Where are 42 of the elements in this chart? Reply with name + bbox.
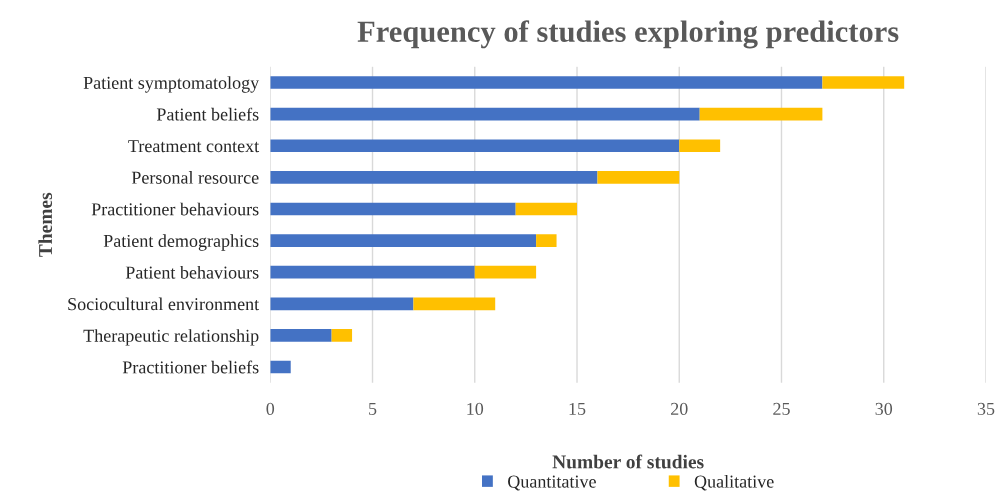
bar: [536, 234, 557, 247]
x-axis-title: Number of studies: [552, 454, 704, 469]
x-tick-label: 25: [773, 402, 790, 415]
bar: [270, 139, 680, 153]
y-tick-label: Practitioner behaviours: [91, 202, 259, 216]
x-tick-label: 0: [266, 402, 275, 415]
x-tick-label: 20: [671, 402, 688, 415]
bar: [270, 329, 332, 342]
bar: [699, 107, 823, 121]
bar: [474, 265, 537, 279]
bar: [413, 297, 496, 311]
bar: [270, 297, 414, 311]
x-tick-label: 10: [467, 402, 484, 415]
bar: [270, 171, 598, 184]
bar: [822, 76, 905, 89]
x-tick-label: 35: [977, 402, 995, 415]
x-tick-label: 5: [369, 403, 377, 415]
bar: [597, 171, 680, 184]
bar: [270, 234, 537, 247]
y-tick-label: Patient symptomatology: [83, 76, 260, 93]
bar: [515, 202, 578, 216]
chart-title: Frequency of studies exploring predictors: [357, 20, 899, 49]
x-tick-label: 15: [569, 402, 586, 415]
bar: [270, 107, 700, 121]
bar: [270, 265, 475, 279]
y-tick-label: Therapeutic relationship: [83, 329, 259, 346]
y-tick-label: Practitioner beliefs: [122, 360, 259, 374]
y-tick-label: Treatment context: [128, 140, 260, 153]
y-axis-title: Themes: [38, 192, 53, 257]
bar: [270, 76, 823, 89]
bar: [679, 139, 721, 153]
legend-label: Quantitative: [508, 475, 596, 491]
bar: [331, 329, 353, 342]
y-tick-label: Patient demographics: [103, 234, 259, 251]
legend-label: Qualitative: [694, 474, 774, 491]
y-tick-label: Sociocultural environment: [68, 297, 260, 311]
y-tick-label: Patient behaviours: [125, 265, 259, 279]
bar: [270, 360, 291, 374]
y-tick-label: Personal resource: [131, 171, 259, 184]
y-tick-label: Patient beliefs: [156, 107, 259, 121]
x-tick-label: 30: [875, 402, 893, 415]
bar: [270, 202, 516, 216]
